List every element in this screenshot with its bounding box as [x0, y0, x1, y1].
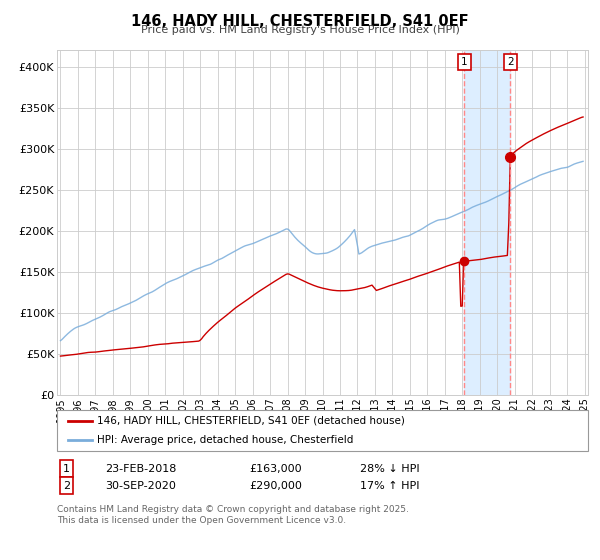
Text: 23-FEB-2018: 23-FEB-2018 [105, 464, 176, 474]
Text: 146, HADY HILL, CHESTERFIELD, S41 0EF (detached house): 146, HADY HILL, CHESTERFIELD, S41 0EF (d… [97, 416, 404, 426]
Text: 1: 1 [63, 464, 70, 474]
Text: 2: 2 [507, 57, 514, 67]
Text: 1: 1 [461, 57, 467, 67]
Text: Contains HM Land Registry data © Crown copyright and database right 2025.
This d: Contains HM Land Registry data © Crown c… [57, 505, 409, 525]
Text: £163,000: £163,000 [249, 464, 302, 474]
Text: 28% ↓ HPI: 28% ↓ HPI [360, 464, 419, 474]
Text: £290,000: £290,000 [249, 480, 302, 491]
Text: 17% ↑ HPI: 17% ↑ HPI [360, 480, 419, 491]
Text: 30-SEP-2020: 30-SEP-2020 [105, 480, 176, 491]
Text: 2: 2 [63, 480, 70, 491]
Text: Price paid vs. HM Land Registry's House Price Index (HPI): Price paid vs. HM Land Registry's House … [140, 25, 460, 35]
Bar [464, 50, 510, 395]
Text: HPI: Average price, detached house, Chesterfield: HPI: Average price, detached house, Ches… [97, 435, 353, 445]
Text: 146, HADY HILL, CHESTERFIELD, S41 0EF: 146, HADY HILL, CHESTERFIELD, S41 0EF [131, 14, 469, 29]
